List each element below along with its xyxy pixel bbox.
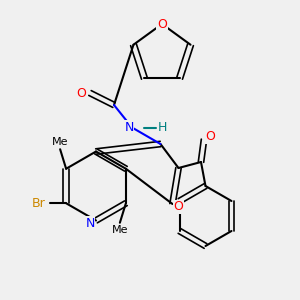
Text: O: O — [157, 17, 167, 31]
Text: Me: Me — [52, 137, 68, 147]
Text: Me: Me — [112, 225, 128, 235]
Text: O: O — [205, 130, 215, 143]
Text: H: H — [157, 121, 167, 134]
Text: O: O — [76, 86, 86, 100]
Text: O: O — [174, 200, 183, 214]
Text: Br: Br — [32, 197, 46, 210]
Text: N: N — [124, 121, 134, 134]
Text: N: N — [85, 217, 95, 230]
